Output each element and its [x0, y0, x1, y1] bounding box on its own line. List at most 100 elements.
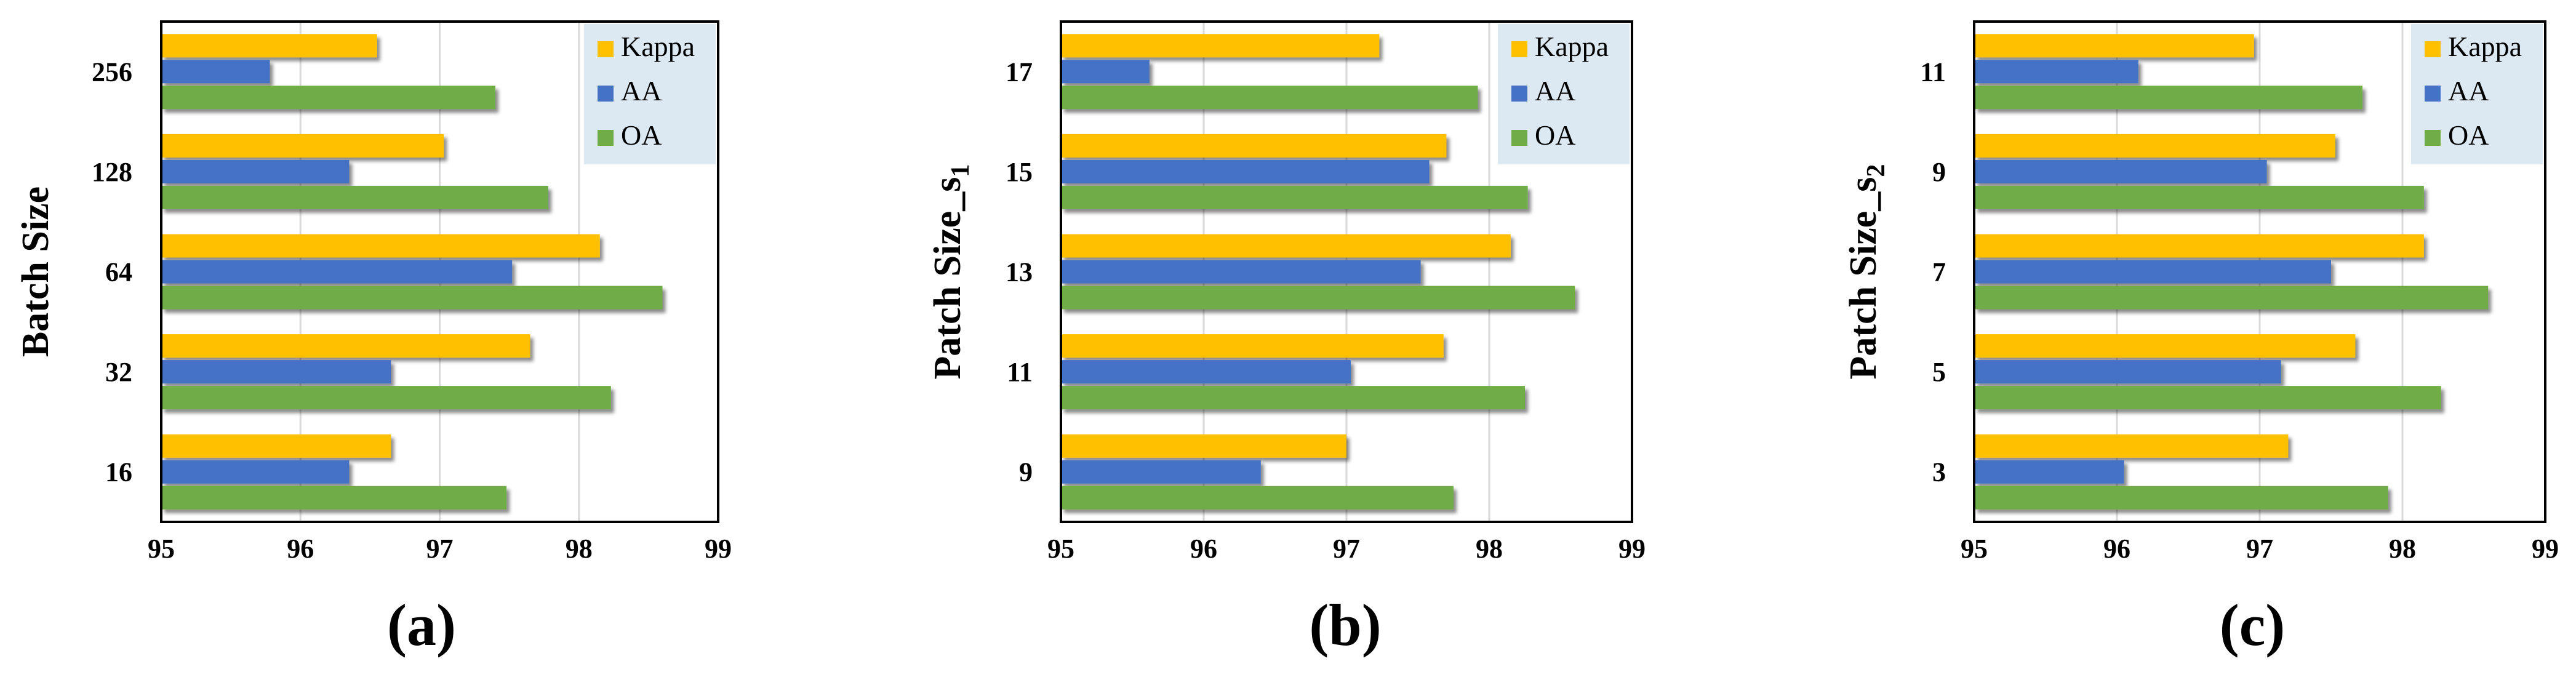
y-tick-label: 16: [105, 457, 132, 487]
bar-kappa-64: [161, 234, 600, 258]
plot-frame: [1060, 20, 1633, 523]
x-tick-label: 96: [2103, 534, 2130, 564]
plot-frame: [1973, 20, 2546, 523]
panel-label: (a): [387, 592, 456, 658]
bar-oa-9: [1061, 486, 1454, 510]
x-tick-label: 96: [287, 534, 314, 564]
legend-label-oa: OA: [1535, 119, 1575, 151]
bar-aa-128: [161, 159, 350, 183]
legend-label-oa: OA: [2448, 119, 2489, 151]
bar-kappa-128: [161, 134, 444, 158]
legend-swatch-aa: [1511, 86, 1527, 102]
bar-oa-11: [1974, 86, 2363, 110]
chart-panel-1: 16 32 64 128 256 95 96 97 98 99 Batch Size Kappa AA O…: [15, 20, 732, 658]
legend-swatch-aa: [598, 86, 614, 102]
bar-kappa-5: [1974, 334, 2356, 358]
legend-label-oa: OA: [621, 119, 662, 151]
bar-kappa-9: [1974, 134, 2335, 158]
legend-label-kappa: Kappa: [2448, 31, 2522, 62]
y-tick-label: 7: [1932, 257, 1946, 287]
legend-swatch-kappa: [598, 41, 614, 57]
legend-swatch-aa: [2425, 86, 2441, 102]
x-tick-label: 98: [1476, 534, 1503, 564]
bar-kappa-11: [1974, 34, 2254, 58]
x-tick-label: 99: [1618, 534, 1646, 564]
panel-label: (c): [2220, 592, 2286, 658]
legend-swatch-oa: [1511, 130, 1527, 146]
x-tick-label: 99: [2532, 534, 2559, 564]
bar-kappa-11: [1061, 334, 1444, 358]
plot-frame: [160, 20, 719, 523]
bar-oa-9: [1974, 185, 2424, 209]
bar-oa-5: [1974, 386, 2441, 410]
x-tick-label: 98: [2389, 534, 2416, 564]
chart-panel-3: 3 5 7 9 11 95 96 97 98 99 Patch Size_s2 Kappa AA OA (c…: [1842, 20, 2559, 658]
bar-oa-256: [161, 86, 495, 110]
bar-oa-64: [161, 286, 663, 310]
y-axis-label: Batch Size: [15, 186, 57, 357]
bar-oa-15: [1061, 185, 1528, 209]
bar-aa-11: [1061, 360, 1351, 384]
legend-label-aa: AA: [1535, 75, 1575, 106]
legend-swatch-kappa: [2425, 41, 2441, 57]
y-axis-label: Patch Size_s1: [927, 164, 975, 380]
bar-oa-32: [161, 386, 611, 410]
y-tick-label: 9: [1932, 157, 1946, 187]
bar-kappa-3: [1974, 434, 2289, 458]
bar-kappa-256: [161, 34, 377, 58]
bar-aa-13: [1061, 260, 1421, 284]
x-tick-label: 96: [1190, 534, 1217, 564]
bar-kappa-15: [1061, 134, 1447, 158]
x-tick-label: 95: [1047, 534, 1074, 564]
bar-aa-17: [1061, 60, 1150, 84]
y-tick-label: 3: [1932, 457, 1946, 487]
bar-kappa-32: [161, 334, 530, 358]
y-tick-label: 17: [1006, 57, 1033, 87]
y-tick-label: 15: [1006, 157, 1033, 187]
bar-oa-11: [1061, 386, 1525, 410]
bar-aa-256: [161, 60, 270, 84]
bar-aa-7: [1974, 260, 2331, 284]
y-tick-label: 11: [1007, 357, 1033, 387]
legend-swatch-kappa: [1511, 41, 1527, 57]
bar-aa-32: [161, 360, 391, 384]
bar-oa-13: [1061, 286, 1575, 310]
bar-kappa-9: [1061, 434, 1346, 458]
bar-oa-3: [1974, 486, 2388, 510]
bar-oa-128: [161, 185, 548, 209]
panel-label: (b): [1309, 592, 1381, 658]
bar-aa-16: [161, 460, 350, 484]
y-tick-label: 5: [1932, 357, 1946, 387]
legend-label-aa: AA: [621, 75, 662, 106]
bar-aa-9: [1061, 460, 1261, 484]
y-tick-label: 11: [1920, 57, 1946, 87]
legend-label-kappa: Kappa: [621, 31, 695, 62]
y-tick-label: 32: [105, 357, 132, 387]
bar-kappa-16: [161, 434, 391, 458]
x-tick-label: 97: [2246, 534, 2273, 564]
legend-swatch-oa: [2425, 130, 2441, 146]
bar-aa-3: [1974, 460, 2124, 484]
bar-oa-17: [1061, 86, 1478, 110]
chart-panel-2: 9 11 13 15 17 95 96 97 98 99 Patch Size_s1 Kappa AA O…: [927, 20, 1646, 658]
y-axis-label: Patch Size_s2: [1842, 164, 1890, 380]
x-tick-label: 97: [426, 534, 454, 564]
bar-aa-5: [1974, 360, 2281, 384]
legend-swatch-oa: [598, 130, 614, 146]
bar-aa-9: [1974, 159, 2267, 183]
bar-aa-64: [161, 260, 513, 284]
bar-aa-11: [1974, 60, 2138, 84]
x-tick-label: 99: [705, 534, 732, 564]
y-tick-label: 128: [92, 157, 132, 187]
x-tick-label: 97: [1333, 534, 1360, 564]
y-tick-label: 64: [105, 257, 132, 287]
bar-kappa-7: [1974, 234, 2424, 258]
y-tick-label: 9: [1019, 457, 1033, 487]
bar-kappa-13: [1061, 234, 1511, 258]
bar-kappa-17: [1061, 34, 1380, 58]
y-tick-label: 256: [92, 57, 132, 87]
legend-label-kappa: Kappa: [1535, 31, 1609, 62]
bar-oa-16: [161, 486, 507, 510]
